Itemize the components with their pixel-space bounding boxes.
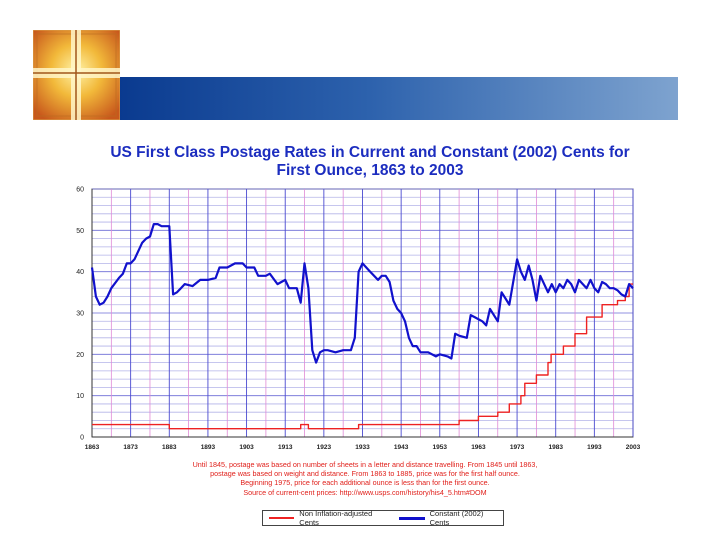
chart-notes: Until 1845, postage was based on number … bbox=[120, 460, 610, 497]
x-tick-label: 1963 bbox=[471, 444, 486, 451]
series-line-constant-cents bbox=[90, 223, 634, 364]
x-tick-label: 1883 bbox=[162, 444, 177, 451]
golden-cross-icon bbox=[33, 30, 120, 120]
x-tick-label: 1923 bbox=[317, 444, 332, 451]
legend-label: Non Inflation-adjusted Cents bbox=[299, 509, 373, 527]
title-accent-bar bbox=[118, 77, 678, 120]
chart-title: US First Class Postage Rates in Current … bbox=[90, 144, 650, 180]
chart-note: Beginning 1975, price for each additiona… bbox=[240, 478, 490, 488]
x-tick-label: 1943 bbox=[394, 444, 409, 451]
legend-label: Constant (2002) Cents bbox=[429, 509, 484, 527]
series-line-current-cents bbox=[92, 283, 633, 430]
y-tick-label: 20 bbox=[76, 352, 84, 359]
x-tick-label: 1933 bbox=[355, 444, 370, 451]
y-tick-label: 0 bbox=[80, 435, 84, 442]
x-tick-label: 1993 bbox=[587, 444, 602, 451]
y-tick-label: 40 bbox=[76, 269, 84, 276]
x-tick-label: 1913 bbox=[278, 444, 293, 451]
y-tick-label: 10 bbox=[76, 393, 84, 400]
y-tick-label: 50 bbox=[76, 228, 84, 235]
chart-note: postage was based on weight and distance… bbox=[210, 469, 520, 479]
x-tick-label: 1893 bbox=[201, 444, 216, 451]
legend-swatch-blue bbox=[399, 516, 425, 520]
chart-title-line-1: US First Class Postage Rates in Current … bbox=[110, 144, 630, 161]
chart-legend: Non Inflation-adjusted Cents Constant (2… bbox=[262, 509, 504, 527]
legend-item-current: Non Inflation-adjusted Cents bbox=[269, 509, 391, 527]
y-tick-label: 60 bbox=[76, 187, 84, 194]
chart-note: Until 1845, postage was based on number … bbox=[192, 460, 538, 469]
x-tick-label: 2003 bbox=[626, 444, 641, 451]
chart-note: Source of current-cent prices: http://ww… bbox=[243, 487, 487, 497]
chart-title-line-2: First Ounce, 1863 to 2003 bbox=[276, 162, 464, 179]
x-tick-label: 1873 bbox=[123, 444, 138, 451]
x-tick-label: 1863 bbox=[85, 444, 100, 451]
legend-item-constant: Constant (2002) Cents bbox=[399, 509, 503, 527]
y-tick-label: 30 bbox=[76, 311, 84, 318]
x-tick-label: 1953 bbox=[433, 444, 448, 451]
x-tick-label: 1973 bbox=[510, 444, 525, 451]
legend-swatch-red bbox=[269, 517, 295, 519]
x-tick-label: 1903 bbox=[239, 444, 254, 451]
x-tick-label: 1983 bbox=[548, 444, 563, 451]
